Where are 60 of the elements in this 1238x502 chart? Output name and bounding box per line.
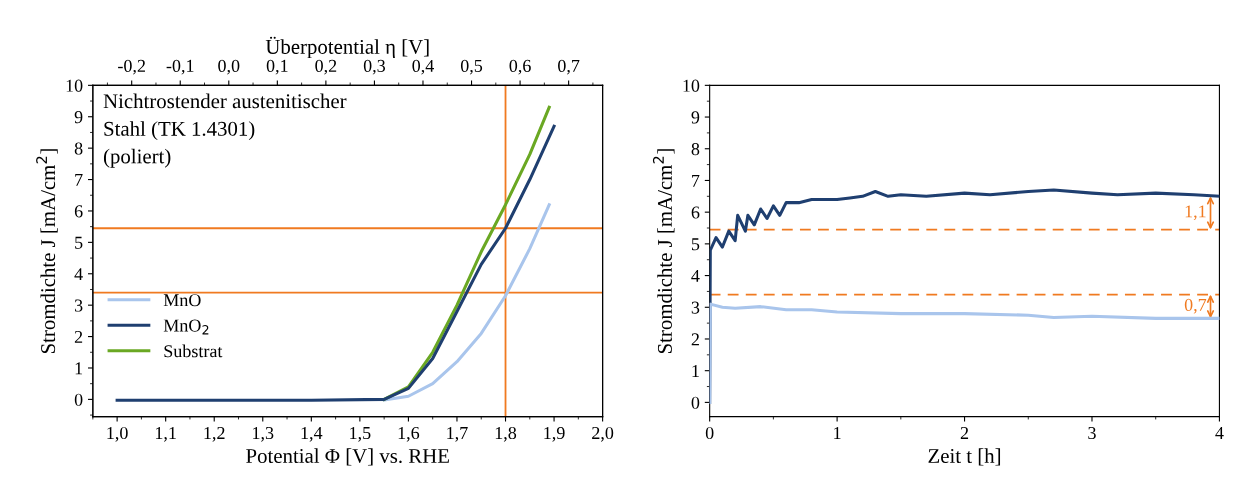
x2-tick-label: -0,2: [118, 59, 145, 75]
x-tick-label: 1,4: [301, 426, 323, 442]
annotation: 1,1: [1185, 205, 1206, 221]
y-tick-label: 6: [691, 206, 700, 219]
y-tick-label: 4: [691, 269, 700, 282]
x2-tick-label: 0,0: [218, 59, 240, 75]
x2-tick-label: 0,7: [558, 59, 580, 75]
line-series: [382, 203, 551, 402]
y-tick-label: 3: [74, 299, 83, 312]
x-tick-label: 1,8: [495, 426, 517, 442]
y-tick-label: 1: [75, 362, 83, 375]
x-tick-label: 1,7: [447, 426, 468, 442]
x2-tick-label: 0,6: [509, 59, 531, 75]
y-tick-label: 9: [691, 111, 700, 124]
x-tick-label: 1,1: [155, 426, 176, 442]
y-tick-label: 4: [74, 268, 83, 281]
x2-tick-label: 0,5: [460, 59, 483, 75]
y-tick-label: 1: [692, 365, 699, 377]
annotation: Nichtrostender austenitischer Stahl (TK 1.4301) (poliert): [103, 93, 347, 168]
x-axis-title: Zeit t [h]: [928, 448, 1001, 466]
y-tick-label: 5: [75, 236, 83, 249]
annotation: 0,7: [1184, 298, 1207, 314]
x-tick-label: 1,3: [253, 426, 274, 442]
y-tick-label: 0: [691, 396, 700, 409]
y-tick-label: 2: [691, 333, 699, 346]
x-tick-label: 1: [834, 426, 841, 439]
y-tick-label: 5: [691, 238, 700, 251]
legend-label: Substrat: [164, 344, 223, 358]
y-tick-label: 9: [74, 111, 83, 124]
x-tick-label: 0: [705, 426, 714, 440]
y-tick-label: 10: [66, 79, 83, 92]
x2-tick-label: 0,1: [266, 59, 288, 75]
y-tick-label: 0: [74, 393, 83, 406]
y-tick-label: 2: [74, 330, 83, 343]
legend-label: MnO$_{2}$: [163, 319, 209, 335]
y-axis-title: Stromdichte J [mA/cm$^{2}$]: [652, 149, 675, 354]
y-axis-title: Stromdichte J [mA/cm$^{2}$]: [36, 149, 58, 354]
x-tick-label: 3: [1088, 426, 1096, 440]
x2-tick-label: -0,1: [166, 59, 194, 75]
legend-label: MnO: [163, 294, 201, 307]
x-tick-label: 2: [960, 426, 969, 439]
y-tick-label: 6: [74, 205, 83, 218]
y-tick-label: 7: [692, 174, 700, 187]
x2-tick-label: 0,2: [315, 59, 337, 75]
x-tick-label: 2,0: [592, 426, 614, 442]
x-axis-title: Potential Φ [V] vs. RHE: [246, 448, 449, 466]
x2-tick-label: 0,3: [363, 59, 386, 75]
x-tick-label: 1,0: [107, 426, 128, 442]
x-tick-label: 1,6: [398, 426, 420, 442]
x-tick-label: 1,5: [350, 426, 371, 442]
x-tick-label: 4: [1215, 427, 1224, 439]
x-tick-label: 1,2: [204, 426, 225, 442]
y-tick-label: 8: [691, 143, 700, 156]
x-tick-label: 1,9: [544, 426, 565, 442]
x2-tick-label: 0,4: [412, 59, 434, 75]
y-tick-label: 8: [74, 142, 83, 155]
y-tick-label: 10: [683, 79, 700, 92]
y-tick-label: 7: [75, 174, 83, 186]
x2-axis-title: Überpotential η [V]: [265, 36, 429, 59]
y-tick-label: 3: [691, 301, 700, 314]
